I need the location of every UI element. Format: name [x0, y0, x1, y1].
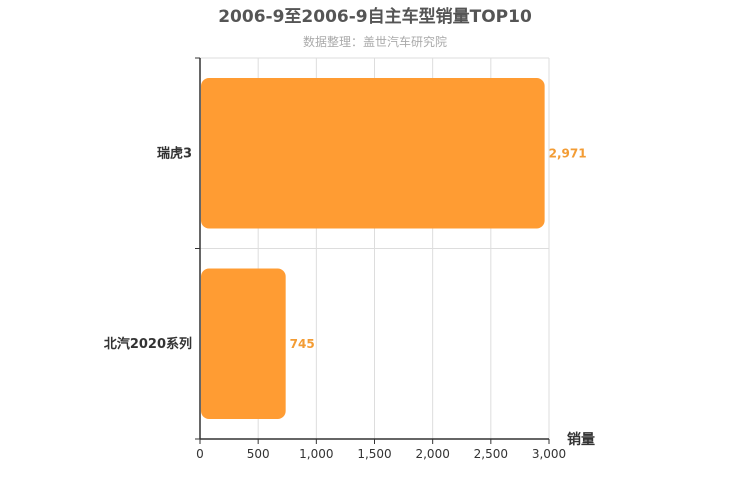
x-tick-label: 500	[247, 447, 270, 461]
x-tick-label: 2,000	[415, 447, 449, 461]
bars-group	[201, 78, 545, 419]
x-tick-label: 1,500	[357, 447, 391, 461]
chart-title: 2006-9至2006-9自主车型销量TOP10	[218, 6, 532, 27]
x-tick-label: 3,000	[532, 447, 566, 461]
x-axis-label: 销量	[567, 431, 595, 448]
x-tick-label: 0	[196, 447, 204, 461]
chart-subtitle: 数据整理：盖世汽车研究院	[303, 34, 447, 49]
category-label: 北汽2020系列	[104, 336, 192, 352]
labels-group: 0 500 1,000 1,500 2,000 2,500 3,000 瑞虎3 2,971 北汽2…	[104, 145, 587, 461]
x-tick-label: 2,500	[474, 447, 508, 461]
category-label: 瑞虎3	[157, 145, 192, 161]
x-tick-label: 1,000	[299, 447, 333, 461]
value-label: 745	[290, 337, 315, 351]
axes-group	[195, 57, 550, 444]
bar	[201, 78, 545, 229]
bar	[201, 268, 286, 419]
value-label: 2,971	[549, 146, 587, 160]
